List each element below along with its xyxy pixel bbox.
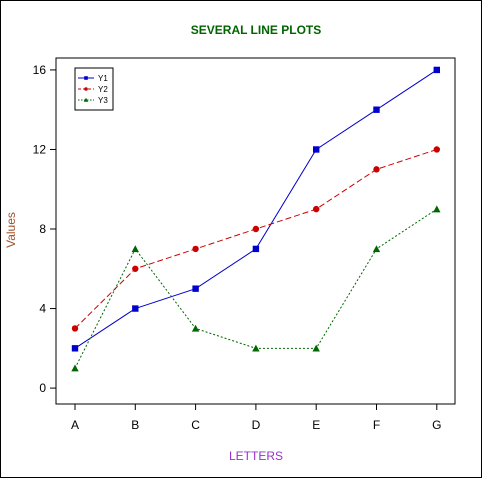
point-Y1-G	[433, 66, 440, 74]
point-Y3-B	[131, 245, 139, 253]
point-Y1-D	[252, 245, 260, 253]
point-Y2-G	[433, 146, 440, 153]
y-tick-label-0: 0	[39, 381, 46, 395]
x-tick-label-D: D	[252, 418, 261, 432]
point-Y2-B	[132, 265, 139, 272]
x-axis-label: LETTERS	[229, 449, 283, 463]
legend: Y1 Y2 Y3	[74, 67, 114, 111]
series-line-Y2	[74, 148, 437, 329]
legend-label-Y2: Y2	[98, 85, 108, 94]
x-tick-label-B: B	[131, 418, 139, 432]
point-Y2-F	[373, 166, 380, 173]
y-axis-label: Values	[4, 212, 18, 248]
point-Y3-E	[312, 344, 320, 352]
point-Y2-C	[192, 245, 199, 253]
y-tick-label-8: 8	[39, 222, 46, 236]
point-Y3-F	[372, 245, 381, 253]
legend-label-Y1: Y1	[98, 74, 108, 83]
x-tick-label-F: F	[373, 418, 380, 432]
point-Y1-E	[313, 146, 320, 153]
point-Y2-A	[71, 325, 79, 332]
point-Y3-C	[191, 324, 200, 332]
legend-label-Y3: Y3	[98, 96, 108, 105]
y-tick-label-4: 4	[39, 302, 46, 316]
x-tick-label-A: A	[71, 418, 79, 432]
x-tick-label-C: C	[191, 418, 200, 432]
x-tick-label-G: G	[432, 418, 441, 432]
legend-marker-Y2	[84, 87, 88, 91]
point-Y3-D	[252, 344, 260, 352]
point-Y3-A	[71, 364, 79, 372]
y-tick-label-12: 12	[33, 142, 47, 156]
point-Y1-F	[373, 106, 380, 113]
point-Y1-A	[71, 345, 79, 352]
y-tick-label-16: 16	[33, 63, 47, 77]
chart-title: SEVERAL LINE PLOTS	[191, 23, 321, 37]
point-Y1-B	[132, 305, 139, 312]
legend-marker-Y3	[83, 97, 89, 102]
x-tick-label-E: E	[312, 418, 320, 432]
series-line-Y3	[74, 208, 438, 369]
series-line-Y1	[74, 69, 438, 349]
point-Y1-C	[192, 285, 199, 292]
point-Y2-E	[313, 205, 320, 213]
plot-layer: A B C D E F G 0 4 8 12 16	[33, 63, 442, 432]
point-Y3-G	[433, 205, 441, 213]
legend-marker-Y1	[84, 76, 88, 80]
point-Y2-D	[252, 225, 260, 233]
